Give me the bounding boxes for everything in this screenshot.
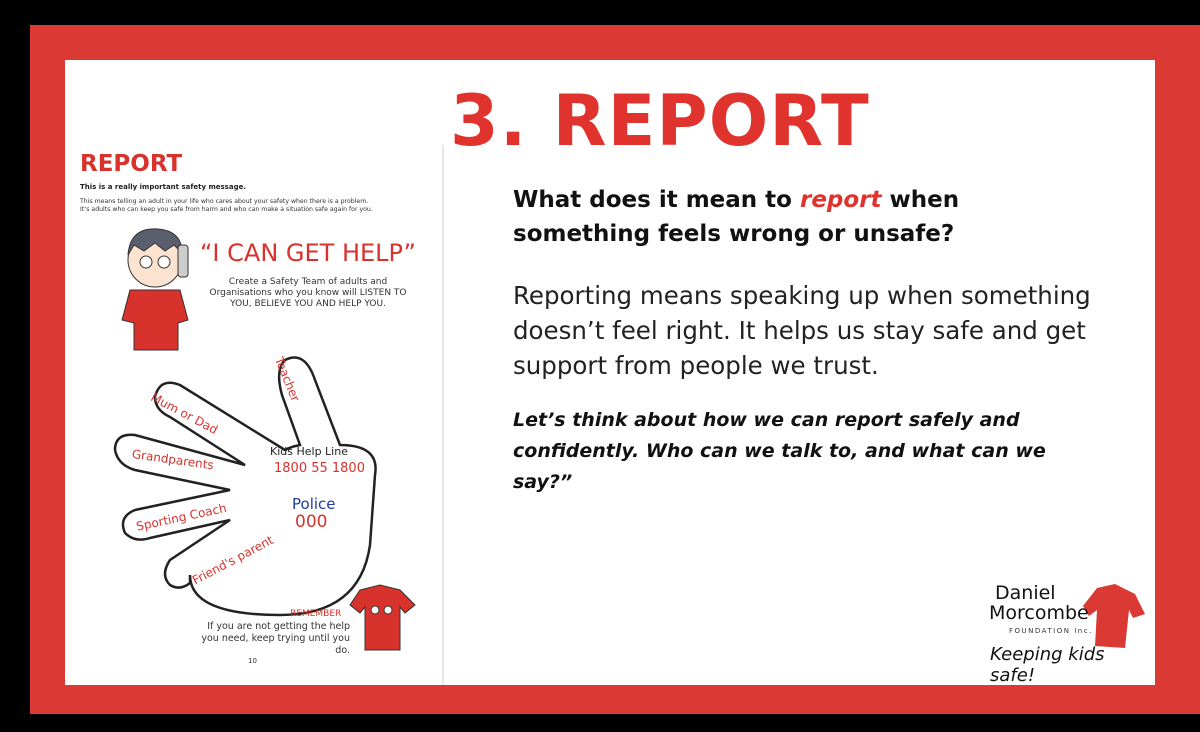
intro-line-1: This means telling an adult in your life… bbox=[80, 198, 369, 205]
explanation-paragraph: Reporting means speaking up when somethi… bbox=[513, 281, 1091, 380]
question-emphasis: report bbox=[799, 187, 882, 213]
worksheet-intro: This means telling an adult in your life… bbox=[80, 198, 440, 214]
foundation-logo: Daniel Morcombe FOUNDATION Inc. Keeping … bbox=[985, 580, 1150, 686]
worksheet-page: REPORT This is a really important safety… bbox=[70, 145, 444, 685]
discussion-prompt: Let’s think about how we can report safe… bbox=[513, 409, 1046, 493]
page-number: 10 bbox=[248, 657, 257, 665]
helpline-number: 1800 55 1800 bbox=[274, 461, 365, 476]
worksheet-illustration bbox=[113, 228, 416, 651]
police-number: 000 bbox=[295, 512, 328, 532]
slide: 3. REPORT REPORT This is a really import… bbox=[65, 60, 1155, 686]
safety-team-instructions: Create a Safety Team of adults and Organ… bbox=[209, 277, 407, 309]
slide-title: 3. REPORT bbox=[450, 80, 870, 162]
question-part-2: when something feels wrong or unsafe? bbox=[513, 187, 960, 247]
question-part-1: What does it mean to bbox=[513, 187, 800, 213]
logo-line-3: FOUNDATION Inc. bbox=[1009, 627, 1093, 635]
logo-line-1: Daniel bbox=[995, 582, 1056, 604]
remember-text: If you are not getting the help you need… bbox=[201, 621, 350, 656]
tshirt-mascot bbox=[349, 584, 416, 651]
hand-outline bbox=[113, 356, 377, 617]
worksheet-heading: REPORT bbox=[80, 151, 183, 177]
helpline-label: Kids Help Line bbox=[270, 445, 348, 458]
tshirt-logo-icon bbox=[1083, 584, 1145, 648]
boy-illustration bbox=[121, 228, 189, 351]
worksheet-important: This is a really important safety messag… bbox=[80, 183, 246, 191]
question-heading: What does it mean to report when somethi… bbox=[513, 183, 1103, 251]
police-label: Police bbox=[292, 495, 336, 513]
remember-label: REMEMBER bbox=[290, 609, 342, 619]
logo-line-2: Morcombe bbox=[989, 602, 1089, 624]
intro-line-2: It’s adults who can keep you safe from h… bbox=[80, 206, 373, 213]
logo-tagline: Keeping kids safe! bbox=[990, 644, 1105, 686]
slogan: “I CAN GET HELP” bbox=[200, 239, 416, 267]
